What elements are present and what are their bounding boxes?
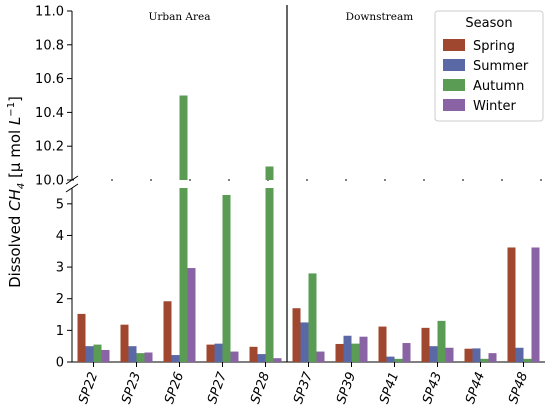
legend-swatch-autumn [443,79,465,91]
y-axis-label: Dissolved CH4 [μ mol L−1] [6,96,27,288]
bar-sp39-autumn [351,343,360,362]
legend-swatch-summer [443,59,465,71]
y-tick-label: 2 [56,292,64,307]
x-tick-label: SP28 [248,370,273,406]
axis-break-mark-lower [65,183,79,193]
bar-sp37-autumn [308,273,317,362]
bar-sp39-winter [359,336,368,362]
legend-title: Season [465,16,512,31]
bar-sp39-spring [335,343,344,362]
bar-sp44-winter [488,353,497,362]
bar-sp43-autumn [437,320,446,362]
bar-sp27-summer [214,343,223,362]
y-tick-label: 5 [56,197,64,212]
x-tick-label: SP22 [76,370,101,406]
x-tick-label: SP37 [291,370,317,406]
bar-sp23-spring [120,324,129,362]
legend-label-summer: Summer [473,59,529,74]
bar-sp27-spring [206,344,215,362]
bar-sp22-winter [101,349,110,362]
bar-sp41-spring [378,326,387,362]
x-tick-label: SP26 [162,370,187,406]
legend-frame [434,10,544,122]
x-tick-label: SP44 [463,370,488,406]
legend-swatch-spring [443,39,465,51]
bar-sp41-summer [386,356,395,362]
bar-sp26-winter [187,268,196,362]
bar-sp41-autumn [394,358,403,362]
y-tick-label: 10.2 [35,140,64,155]
bar-sp23-autumn [136,353,145,362]
y-axis-label-subscript: 4 [16,183,27,189]
bar-sp23-winter [144,352,153,362]
bar-sp43-summer [429,346,438,362]
bar-sp48-spring [507,247,516,362]
y-tick-label: 10.4 [35,106,64,121]
x-tick-label: SP41 [377,370,402,406]
bar-sp43-spring [421,327,430,362]
legend-label-spring: Spring [473,39,515,54]
bar-sp26-spring [163,301,172,362]
y-tick-label: 4 [56,229,64,244]
bar-sp44-summer [472,348,481,362]
bar-sp27-winter [230,351,239,362]
bar-sp28-autumn-upper [265,166,274,180]
x-tick-label: SP27 [205,370,231,406]
bar-sp37-spring [292,308,301,362]
legend-label-autumn: Autumn [473,79,524,94]
bar-sp22-autumn [93,344,102,362]
y-tick-label: 0 [56,356,64,371]
y-tick-label: 3 [56,261,64,276]
bar-sp44-autumn [480,358,489,362]
legend-swatch-winter [443,99,465,111]
bars-layer [77,95,540,362]
x-tick-label: SP39 [334,370,359,406]
y-tick-label: 10.0 [35,174,64,189]
y-axis-label-close: ] [6,96,24,102]
region-label-urban-area: Urban Area [148,11,210,23]
y-tick-label: 1 [56,324,64,339]
x-tick-label: SP23 [119,370,144,406]
bar-sp48-summer [515,347,524,362]
y-axis-label-unit: [μ mol [6,125,24,183]
y-axis-label-exponent: −1 [6,102,17,117]
y-tick-label: 10.6 [35,72,64,87]
x-tick-label: SP48 [506,370,531,406]
bar-sp48-autumn [523,358,532,362]
bar-sp28-summer [257,354,266,362]
bar-sp26-autumn [179,188,188,362]
bar-sp43-winter [445,347,454,362]
bar-sp27-autumn [222,194,231,362]
y-axis-label-species: CH [6,189,24,211]
bar-sp39-summer [343,335,352,362]
bar-sp37-summer [300,322,309,362]
bar-sp26-summer [171,355,180,362]
bar-sp28-autumn [265,188,274,362]
bar-sp22-summer [85,346,94,362]
y-tick-label: 10.8 [35,38,64,53]
y-axis-label-prefix: Dissolved [6,211,24,288]
y-tick-label: 11.0 [35,5,64,20]
region-label-downstream: Downstream [346,11,414,23]
legend: Season Spring Summer Autumn Winter [434,10,544,122]
bar-sp37-winter [316,351,325,362]
legend-label-winter: Winter [473,99,517,114]
bar-sp48-winter [531,247,540,362]
bar-sp41-winter [402,343,411,362]
x-tick-label: SP43 [420,370,445,406]
bar-sp26-autumn-upper [179,95,188,180]
bar-sp22-spring [77,313,86,362]
y-axis-label-unit-l: L [6,117,24,125]
bar-sp28-spring [249,346,258,362]
bar-sp23-summer [128,346,137,362]
bar-sp44-spring [464,348,473,362]
bar-sp28-winter [273,358,282,362]
